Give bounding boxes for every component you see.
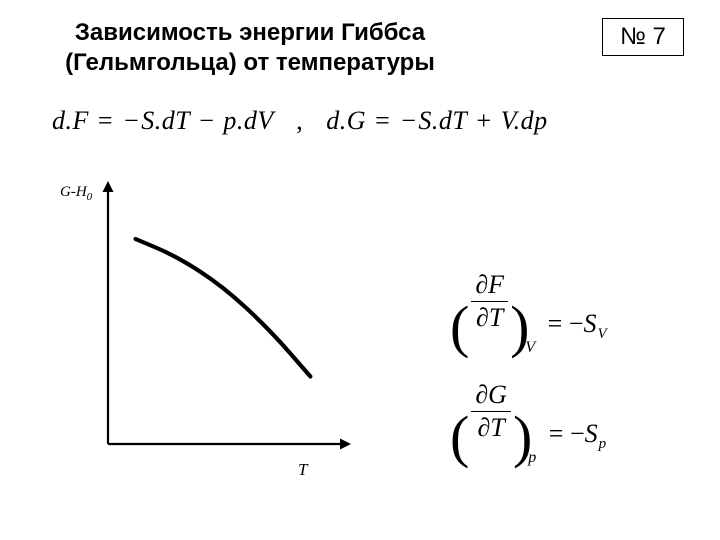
partial-eq-2: ( ∂G ∂T )p = −Sp: [450, 380, 606, 453]
chart-svg: [50, 180, 370, 480]
main-equations: d.F = −S.dT − p.dV , d.G = −S.dT + V.dp: [52, 106, 548, 136]
gibbs-chart: G-H0 T: [50, 180, 370, 500]
title-line-2: (Гельмгольца) от температуры: [65, 49, 435, 76]
page-title: Зависимость энергии Гиббса (Гельмгольца)…: [40, 18, 460, 78]
y-axis-label: G-H0: [60, 184, 92, 203]
title-line-1: Зависимость энергии Гиббса: [75, 19, 425, 46]
page-number: № 7: [620, 23, 666, 50]
page-number-box: № 7: [602, 18, 684, 56]
x-axis-label: T: [298, 460, 307, 480]
partial-eq-1: ( ∂F ∂T )V = −SV: [450, 270, 607, 343]
